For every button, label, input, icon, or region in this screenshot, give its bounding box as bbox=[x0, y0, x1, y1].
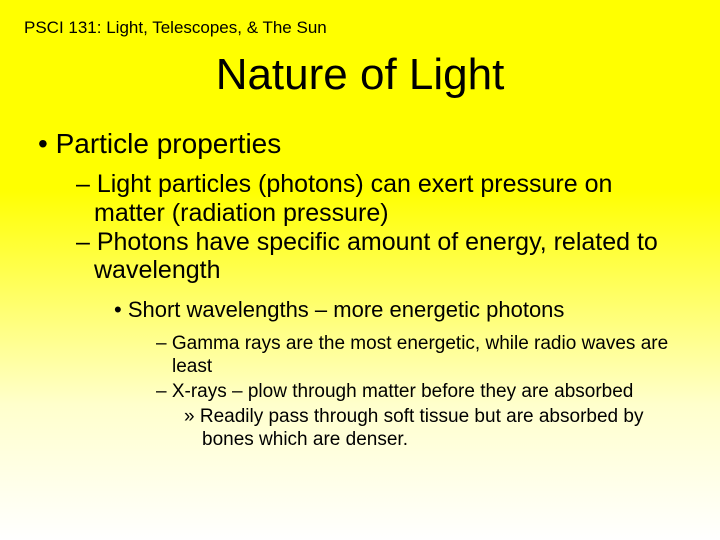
bullet-level4: – Gamma rays are the most energetic, whi… bbox=[156, 333, 682, 379]
bullet-level2: – Photons have specific amount of energy… bbox=[76, 228, 682, 286]
bullet-level1: • Particle properties bbox=[38, 128, 682, 160]
course-header: PSCI 131: Light, Telescopes, & The Sun bbox=[24, 18, 327, 38]
bullet-level5: » Readily pass through soft tissue but a… bbox=[184, 406, 682, 452]
level5-group: » Readily pass through soft tissue but a… bbox=[184, 406, 682, 452]
bullet-level3: • Short wavelengths – more energetic pho… bbox=[114, 297, 682, 323]
slide-body: • Particle properties – Light particles … bbox=[38, 128, 682, 459]
level2-group: – Light particles (photons) can exert pr… bbox=[76, 170, 682, 451]
level3-group: • Short wavelengths – more energetic pho… bbox=[114, 297, 682, 451]
slide-title: Nature of Light bbox=[0, 50, 720, 100]
bullet-level2: – Light particles (photons) can exert pr… bbox=[76, 170, 682, 228]
bullet-level4: – X-rays – plow through matter before th… bbox=[156, 381, 682, 404]
level4-group: – Gamma rays are the most energetic, whi… bbox=[156, 333, 682, 451]
